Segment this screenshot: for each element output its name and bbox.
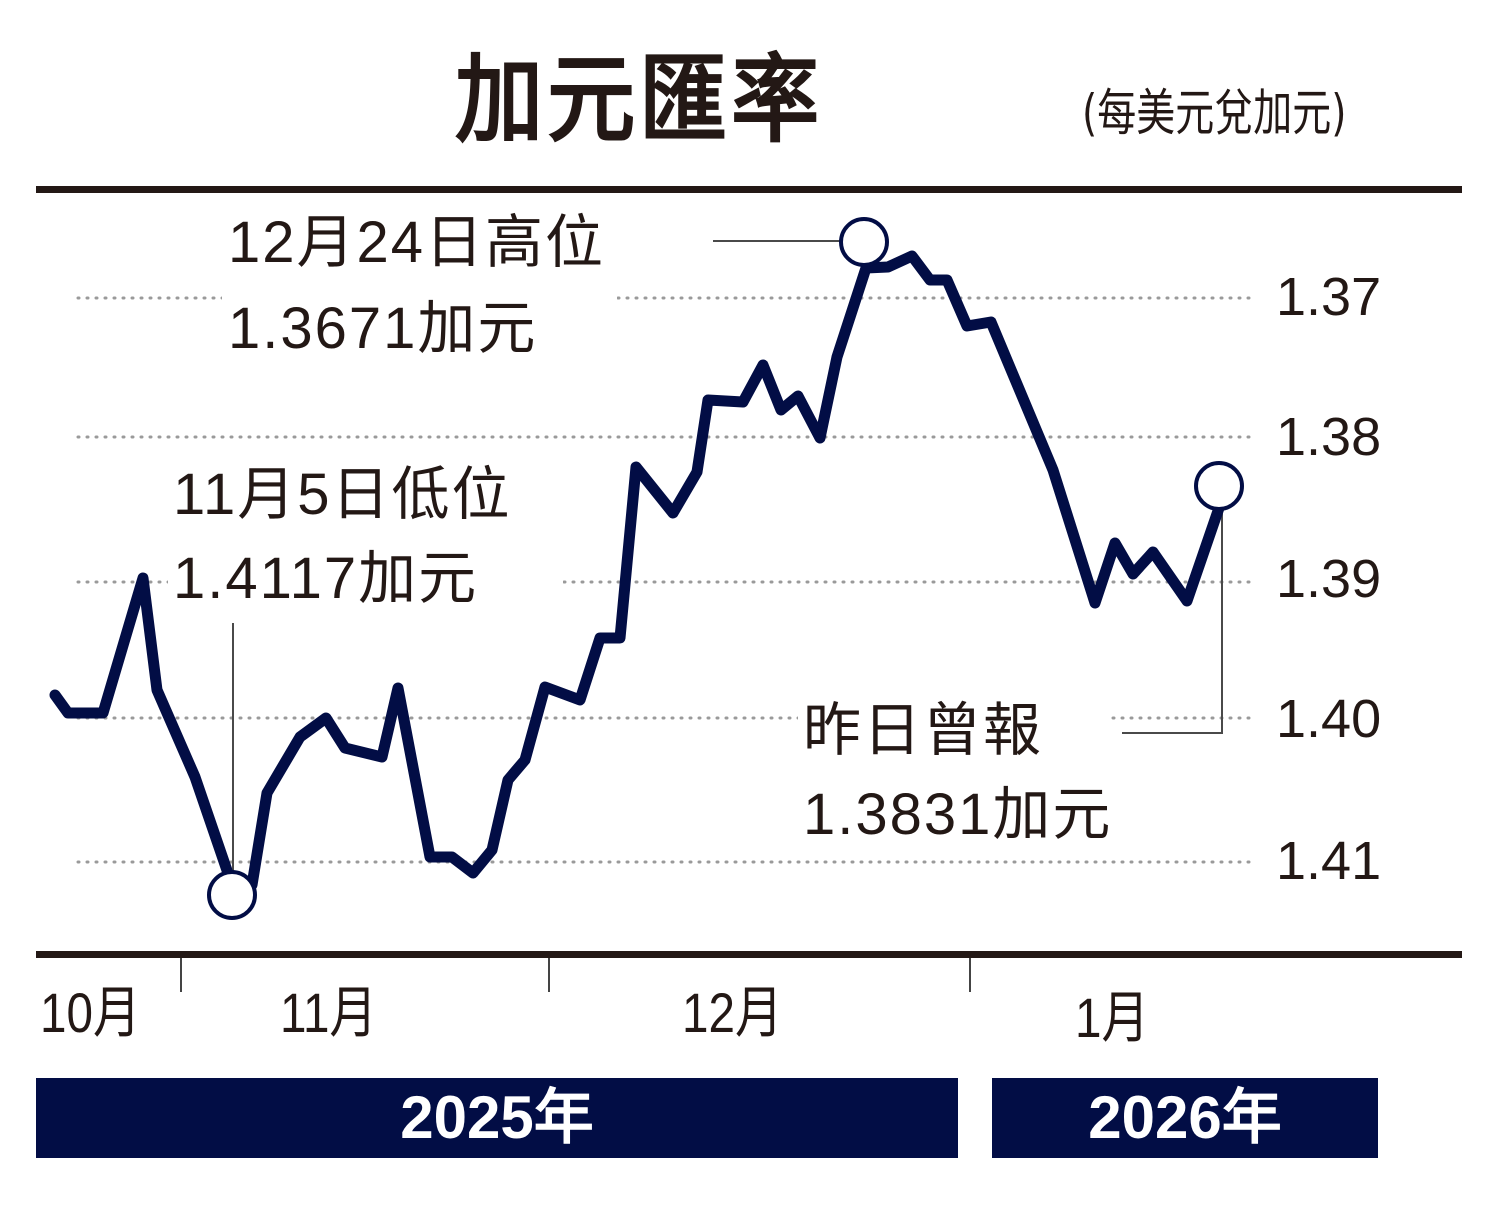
high-annotation-label: 12月24日高位	[228, 210, 606, 275]
chart-unit: (每美元兌加元)	[1082, 84, 1347, 142]
high-marker	[839, 217, 889, 267]
latest-annotation-value: 1.3831加元	[803, 782, 1113, 847]
month-tick	[548, 958, 550, 992]
gridlines	[76, 296, 1254, 864]
exchange-rate-line	[49, 250, 1225, 891]
month-tick	[180, 958, 182, 992]
month-tick	[969, 958, 971, 992]
month-label-jan: 1月	[1075, 986, 1150, 1049]
month-label-dec: 12月	[682, 981, 783, 1044]
low-annotation-value: 1.4117加元	[173, 546, 479, 611]
year-band-2026: 2026年	[992, 1078, 1378, 1158]
latest-leader	[1122, 510, 1223, 734]
y-tick-label: 1.38	[1276, 407, 1382, 467]
leader-lines	[232, 240, 1223, 873]
low-annotation-label: 11月5日低位	[173, 462, 512, 527]
x-axis-rule	[36, 951, 1462, 958]
latest-marker	[1194, 461, 1244, 511]
month-label-oct: 10月	[40, 981, 141, 1044]
month-label-nov: 11月	[280, 981, 378, 1044]
y-tick-label: 1.37	[1276, 267, 1382, 327]
y-tick-label: 1.39	[1276, 549, 1382, 609]
year-band-2025: 2025年	[36, 1078, 958, 1158]
low-marker	[207, 870, 257, 920]
latest-annotation-label: 昨日曾報	[803, 698, 1044, 763]
y-tick-label: 1.40	[1276, 689, 1382, 749]
top-rule	[36, 186, 1462, 193]
chart-title: 加元匯率	[455, 44, 823, 156]
high-annotation-value: 1.3671加元	[228, 296, 538, 361]
y-tick-label: 1.41	[1276, 831, 1382, 891]
text-masks	[168, 275, 1108, 746]
